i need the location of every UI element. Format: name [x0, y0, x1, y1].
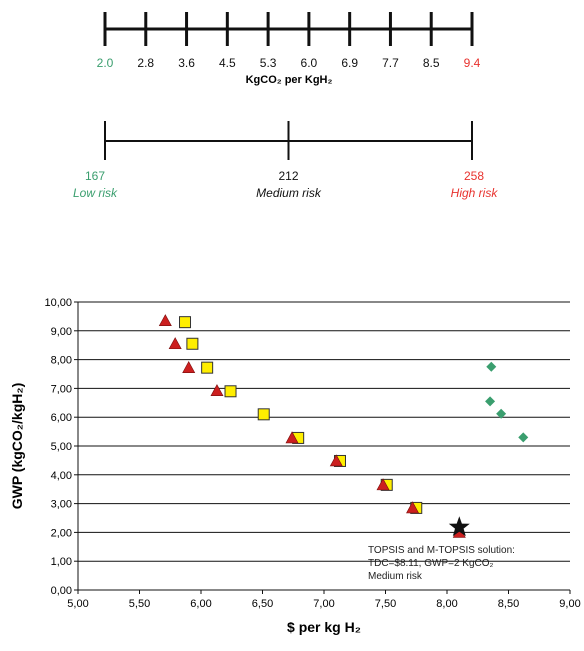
- diamond-point: [496, 408, 507, 419]
- y-tick-label: 2,00: [51, 527, 72, 539]
- x-tick-label: 5,50: [129, 598, 150, 610]
- star-point: [448, 516, 470, 537]
- risk-scale-value: 167: [85, 169, 105, 183]
- gwp-scale-tick-label: 6.0: [301, 56, 318, 70]
- x-tick-label: 9,00: [559, 598, 580, 610]
- triangle-point: [168, 337, 182, 350]
- gwp-scale-title: KgCO₂ per KgH₂: [246, 74, 333, 86]
- x-tick-label: 7,50: [375, 598, 396, 610]
- x-tick-label: 7,00: [313, 598, 334, 610]
- x-tick-label: 8,00: [436, 598, 457, 610]
- triangle-point: [406, 501, 420, 514]
- gwp-scale-tick-label: 4.5: [219, 56, 236, 70]
- gwp-scale-tick-label: 8.5: [423, 56, 440, 70]
- gwp-scale-tick-label: 5.3: [260, 56, 277, 70]
- annotation-line: Medium risk: [368, 571, 423, 582]
- gwp-scale: 2.0 2.8 3.6 4.5 5.3 6.0 6.9 7.7 8.5 9.4 KgCO₂ per…: [97, 12, 481, 86]
- x-tick-label: 6,00: [190, 598, 211, 610]
- triangle-point: [329, 454, 343, 467]
- diamond-point: [518, 432, 529, 443]
- y-tick-label: 1,00: [51, 556, 72, 568]
- y-tick-label: 8,00: [51, 355, 72, 367]
- gwp-scale-tick-label: 2.0: [97, 56, 114, 70]
- gwp-scale-tick-label: 6.9: [341, 56, 358, 70]
- gwp-scale-tick-label: 9.4: [464, 56, 481, 70]
- y-tick-label: 5,00: [51, 441, 72, 453]
- x-tick-label: 6,50: [252, 598, 273, 610]
- square-point: [257, 408, 270, 421]
- y-tick-label: 9,00: [51, 326, 72, 338]
- triangle-point: [210, 384, 224, 397]
- y-tick-label: 7,00: [51, 383, 72, 395]
- y-tick-label: 0,00: [51, 585, 72, 597]
- x-axis-title: $ per kg H₂: [287, 619, 361, 635]
- risk-scale-label: Medium risk: [256, 186, 322, 200]
- diamond-point: [486, 361, 497, 372]
- square-point: [224, 385, 237, 398]
- risk-scale-value: 212: [278, 169, 298, 183]
- x-tick-label: 8,50: [498, 598, 519, 610]
- risk-scale-ticks: 167 Low risk 212 Medium risk 258 High risk: [73, 121, 498, 200]
- y-tick-label: 4,00: [51, 470, 72, 482]
- chart-marks: [158, 314, 529, 538]
- y-tick-label: 3,00: [51, 499, 72, 511]
- scatter-chart: 5,00 5,50 6,00 6,50 7,00 7,50 8,00 8,50 9,00 0,0…: [9, 297, 581, 635]
- triangle-point: [376, 478, 390, 491]
- y-tick-labels: 0,00 1,00 2,00 3,00 4,00 5,00 6,00 7,00 8,00 9,00…: [44, 297, 72, 597]
- risk-scale-label: High risk: [451, 186, 499, 200]
- risk-scale-value: 258: [464, 169, 484, 183]
- risk-scale-label: Low risk: [73, 186, 118, 200]
- solution-annotation: TOPSIS and M-TOPSIS solution: TDC=$8.11, …: [368, 545, 515, 582]
- triangle-point: [158, 314, 172, 327]
- risk-scale: 167 Low risk 212 Medium risk 258 High risk: [73, 121, 498, 200]
- annotation-line: TOPSIS and M-TOPSIS solution:: [368, 545, 515, 556]
- triangle-point: [182, 361, 196, 373]
- gwp-scale-tick-label: 2.8: [137, 56, 154, 70]
- x-tick-label: 5,00: [67, 598, 88, 610]
- y-tick-label: 10,00: [44, 297, 72, 309]
- triangle-point: [285, 431, 299, 444]
- gwp-scale-tick-label: 3.6: [178, 56, 195, 70]
- square-point: [186, 337, 199, 350]
- gwp-scale-ticks: 2.0 2.8 3.6 4.5 5.3 6.0 6.9 7.7 8.5 9.4: [97, 12, 481, 70]
- diamond-point: [485, 396, 496, 407]
- y-tick-label: 6,00: [51, 412, 72, 424]
- square-point: [201, 361, 214, 374]
- square-point: [179, 316, 192, 329]
- x-tick-labels: 5,00 5,50 6,00 6,50 7,00 7,50 8,00 8,50 9,00: [67, 598, 580, 610]
- annotation-line: TDC=$8.11, GWP=2 KgCO₂: [368, 558, 494, 569]
- gwp-scale-tick-label: 7.7: [382, 56, 399, 70]
- y-axis-title: GWP (kgCO₂/kgH₂): [9, 383, 25, 510]
- chart-gridlines: [74, 301, 571, 594]
